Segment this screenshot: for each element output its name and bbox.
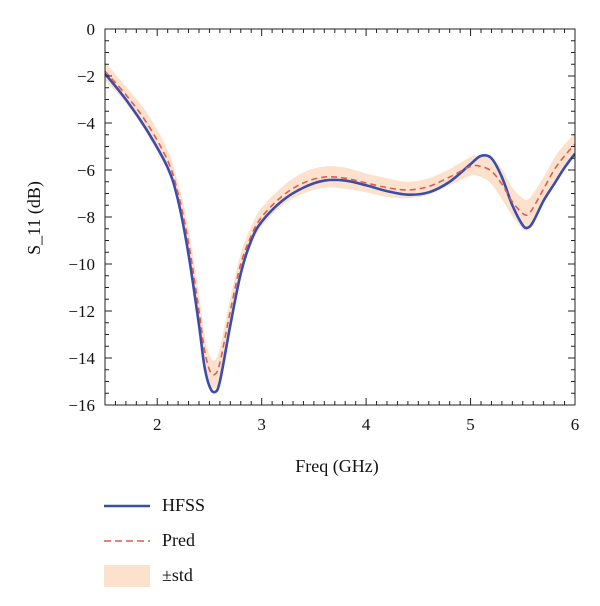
x-tick-label: 2 — [153, 415, 162, 434]
series-line-pred — [105, 70, 575, 376]
x-axis-title: Freq (GHz) — [295, 456, 378, 477]
y-tick-label: −8 — [77, 208, 95, 227]
y-tick-label: −6 — [77, 161, 95, 180]
legend-label-hfss: HFSS — [162, 495, 206, 515]
legend-label-pred: Pred — [162, 530, 195, 550]
x-tick-label: 4 — [362, 415, 371, 434]
y-tick-label: −14 — [68, 349, 95, 368]
x-tick-label: 3 — [257, 415, 266, 434]
x-tick-label: 5 — [466, 415, 475, 434]
legend-swatch-hfss — [104, 495, 150, 517]
legend-label-std: ±std — [162, 565, 193, 585]
y-tick-label: −4 — [77, 114, 96, 133]
std-band-layer — [105, 61, 575, 390]
legend-item-pred: Pred — [104, 523, 205, 558]
legend: HFSS Pred ±std — [104, 488, 205, 593]
x-tick-label: 6 — [571, 415, 580, 434]
legend-item-hfss: HFSS — [104, 488, 205, 523]
s11-chart: 2 3 4 5 6 0 −2 −4 −6 −8 −10 −12 −14 −16 Freq (GHz) S_… — [24, 20, 579, 477]
legend-item-std: ±std — [104, 558, 205, 593]
series-line-hfss — [105, 72, 575, 394]
y-tick-label: −2 — [77, 67, 95, 86]
y-tick-label: −16 — [68, 396, 95, 415]
legend-swatch-std — [104, 564, 150, 587]
series-line-layer — [105, 70, 575, 394]
y-tick-label: 0 — [87, 20, 96, 39]
axis-layer: 2 3 4 5 6 0 −2 −4 −6 −8 −10 −12 −14 −16 — [68, 20, 579, 434]
plot-frame — [104, 28, 576, 406]
y-tick-label: −12 — [68, 302, 95, 321]
y-axis-title: S_11 (dB) — [24, 181, 45, 255]
y-tick-label: −10 — [68, 255, 95, 274]
legend-swatch-pred — [104, 530, 150, 552]
std-band — [105, 61, 575, 390]
